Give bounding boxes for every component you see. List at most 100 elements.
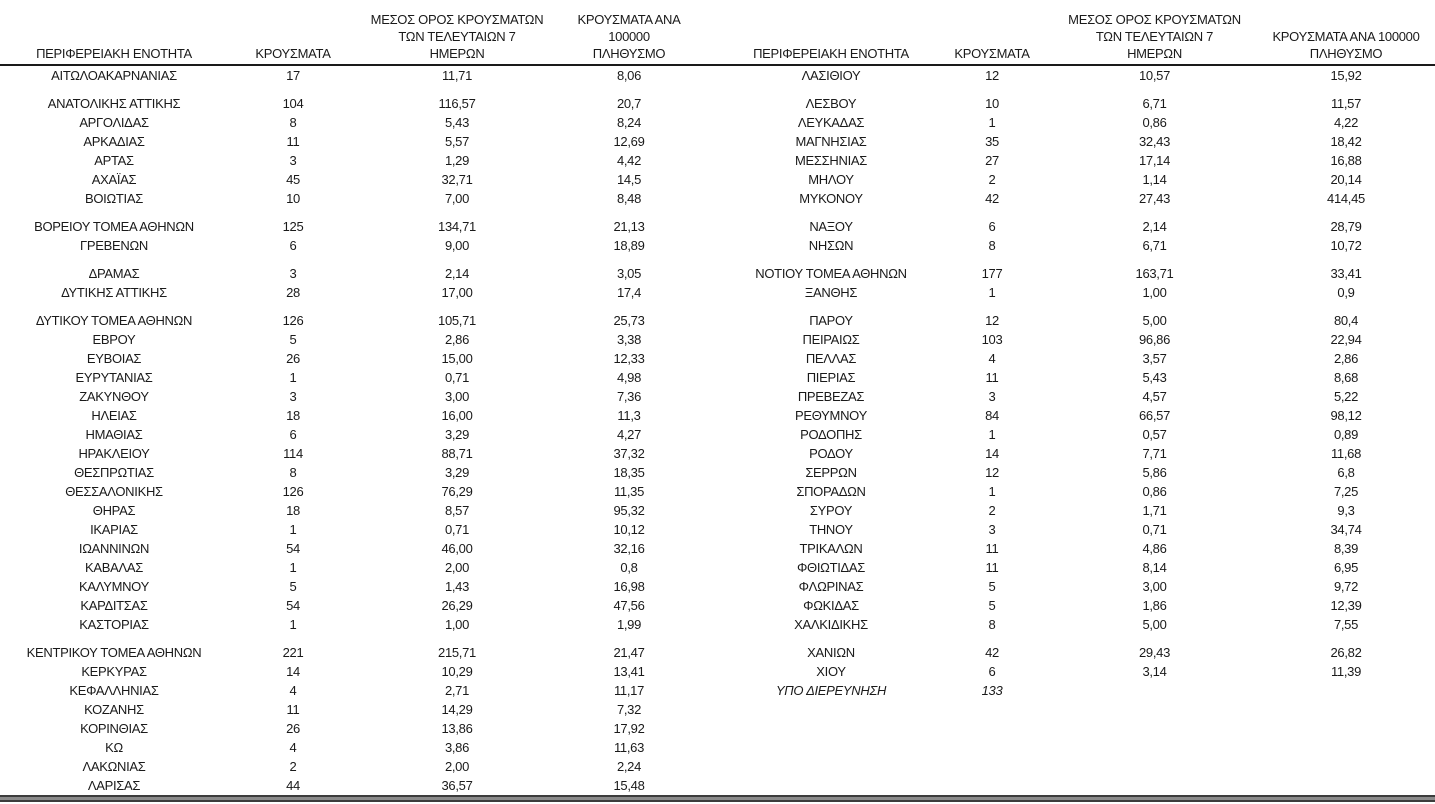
left-cases-cell: 4: [289, 683, 297, 698]
left-avg7-cell: 1,00: [444, 617, 470, 632]
left-cases-cell: 8: [289, 115, 297, 130]
right-region-cell: ΧΑΝΙΩΝ: [807, 645, 855, 660]
table-row: ΗΛΕΙΑΣ 18 16,00 11,3 ΡΕΘΥΜΝΟΥ 84 66,57 98,12: [0, 406, 1435, 425]
right-cases-cell: 133: [981, 683, 1003, 698]
column-gap-cell: [702, 577, 730, 596]
table-row: ΚΑΣΤΟΡΙΑΣ 1 1,00 1,99 ΧΑΛΚΙΔΙΚΗΣ 8 5,00 7,55: [0, 615, 1435, 634]
table-row: ΕΥΒΟΙΑΣ 26 15,00 12,33 ΠΕΛΛΑΣ 4 3,57 2,86: [0, 349, 1435, 368]
spacer-row-cell: [0, 85, 1435, 94]
right-per100k-cell: [1257, 738, 1435, 757]
column-gap-cell: [702, 501, 730, 520]
right-per100k-cell: 0,9: [1337, 285, 1355, 300]
right-cases-cell: 11: [985, 541, 999, 556]
right-cases-cell: 12: [985, 68, 999, 83]
column-gap-cell: [702, 558, 730, 577]
right-cases-cell: 177: [981, 266, 1003, 281]
right-per100k-cell: 414,45: [1327, 191, 1365, 206]
left-avg7-cell: 2,00: [444, 560, 470, 575]
right-region-cell: ΥΠΟ ΔΙΕΡΕΥΝΗΣΗ: [775, 683, 887, 698]
right-region-cell: ΠΙΕΡΙΑΣ: [806, 370, 856, 385]
right-region-cell: ΦΩΚΙΔΑΣ: [803, 598, 859, 613]
right-avg7-cell: 4,57: [1142, 389, 1167, 404]
table-body: ΑΙΤΩΛΟΑΚΑΡΝΑΝΙΑΣ 17 11,71 8,06 ΛΑΣΙΘΙΟΥ 12 10,…: [0, 65, 1435, 795]
right-region-cell: ΠΕΙΡΑΙΩΣ: [802, 332, 860, 347]
left-per100k-cell: 4,42: [616, 153, 642, 168]
left-cases-cell: 28: [286, 285, 300, 300]
left-avg7-cell: 2,71: [444, 683, 470, 698]
right-avg7-cell: 5,86: [1142, 465, 1167, 480]
right-cases-cell: 42: [985, 191, 999, 206]
right-region-cell: ΜΥΚΟΝΟΥ: [799, 191, 863, 206]
left-cases-cell: 26: [286, 721, 300, 736]
right-cases-cell: 8: [988, 617, 996, 632]
left-region-cell: ΑΙΤΩΛΟΑΚΑΡΝΑΝΙΑΣ: [51, 68, 177, 83]
right-avg7-cell: 163,71: [1135, 266, 1174, 281]
right-per100k-cell: 16,88: [1330, 153, 1362, 168]
right-region-cell: ΜΕΣΣΗΝΙΑΣ: [795, 153, 867, 168]
table-row: ΙΩΑΝΝΙΝΩΝ 54 46,00 32,16 ΤΡΙΚΑΛΩΝ 11 4,86 8,39: [0, 539, 1435, 558]
right-avg7-cell: 1,14: [1142, 172, 1167, 187]
header-column-gap: [702, 0, 730, 66]
left-region-cell: ΛΑΚΩΝΙΑΣ: [82, 759, 146, 774]
left-cases-cell: 14: [286, 664, 300, 679]
left-region-cell: ΔΥΤΙΚΗΣ ΑΤΤΙΚΗΣ: [61, 285, 167, 300]
left-region-cell: ΛΑΡΙΣΑΣ: [87, 778, 141, 793]
right-per100k-cell: 4,22: [1333, 115, 1359, 130]
right-region-cell: ΞΑΝΘΗΣ: [804, 285, 858, 300]
right-cases-cell: 11: [985, 560, 999, 575]
left-per100k-cell: 11,63: [613, 740, 645, 755]
right-avg7-cell: 96,86: [1138, 332, 1171, 347]
left-region-cell: ΗΛΕΙΑΣ: [91, 408, 137, 423]
right-region-cell: ΡΕΘΥΜΝΟΥ: [795, 408, 867, 423]
table-row: ΘΕΣΠΡΩΤΙΑΣ 8 3,29 18,35 ΣΕΡΡΩΝ 12 5,86 6,8: [0, 463, 1435, 482]
left-region-cell: ΚΩ: [105, 740, 123, 755]
right-per100k-cell: 33,41: [1330, 266, 1362, 281]
right-region-cell: ΜΗΛΟΥ: [808, 172, 854, 187]
header-right-cases: ΚΡΟΥΣΜΑΤΑ: [932, 0, 1052, 66]
header-left-cases: ΚΡΟΥΣΜΑΤΑ: [228, 0, 358, 66]
right-region-cell: ΤΗΝΟΥ: [809, 522, 853, 537]
right-per100k-cell: 26,82: [1330, 645, 1362, 660]
left-avg7-cell: 1,43: [444, 579, 470, 594]
left-avg7-cell: 2,00: [444, 759, 470, 774]
left-region-cell: ΚΑΒΑΛΑΣ: [85, 560, 143, 575]
right-region-cell: [730, 700, 932, 719]
right-avg7-cell: 4,86: [1142, 541, 1167, 556]
right-per100k-cell: 11,57: [1330, 96, 1362, 111]
right-avg7-cell: 27,43: [1138, 191, 1171, 206]
right-per100k-cell: 9,72: [1333, 579, 1359, 594]
left-avg7-cell: 36,57: [441, 778, 473, 793]
right-per100k-cell: 2,86: [1333, 351, 1359, 366]
column-gap-cell: [702, 406, 730, 425]
right-cases-cell: 1: [988, 427, 996, 442]
left-per100k-cell: 3,38: [616, 332, 642, 347]
right-cases-cell: 3: [988, 522, 996, 537]
left-per100k-cell: 7,32: [616, 702, 642, 717]
column-gap-cell: [702, 662, 730, 681]
left-avg7-cell: 14,29: [441, 702, 473, 717]
left-region-cell: ΘΗΡΑΣ: [92, 503, 136, 518]
right-region-cell: ΠΡΕΒΕΖΑΣ: [797, 389, 865, 404]
column-gap-cell: [702, 463, 730, 482]
left-cases-cell: 2: [289, 759, 297, 774]
left-region-cell: ΚΟΡΙΝΘΙΑΣ: [80, 721, 148, 736]
left-per100k-cell: 4,27: [616, 427, 642, 442]
right-region-cell: ΧΙΟΥ: [816, 664, 846, 679]
left-region-cell: ΒΟΡΕΙΟΥ ΤΟΜΕΑ ΑΘΗΝΩΝ: [34, 219, 194, 234]
column-gap-cell: [702, 217, 730, 236]
right-per100k-cell: 9,3: [1337, 503, 1355, 518]
right-cases-cell: 3: [988, 389, 996, 404]
left-region-cell: ΚΑΡΔΙΤΣΑΣ: [80, 598, 148, 613]
left-avg7-cell: 10,29: [441, 664, 473, 679]
left-avg7-cell: 32,71: [441, 172, 473, 187]
left-region-cell: ΘΕΣΠΡΩΤΙΑΣ: [74, 465, 154, 480]
right-per100k-cell: 18,42: [1330, 134, 1362, 149]
right-region-cell: ΜΑΓΝΗΣΙΑΣ: [795, 134, 867, 149]
left-per100k-cell: 2,24: [616, 759, 642, 774]
right-per100k-cell: 7,55: [1333, 617, 1359, 632]
column-gap-cell: [702, 482, 730, 501]
table-row: ΚΑΡΔΙΤΣΑΣ 54 26,29 47,56 ΦΩΚΙΔΑΣ 5 1,86 12,39: [0, 596, 1435, 615]
right-avg7-cell: 1,86: [1142, 598, 1167, 613]
right-cases-cell: 6: [988, 664, 996, 679]
column-gap-cell: [702, 368, 730, 387]
